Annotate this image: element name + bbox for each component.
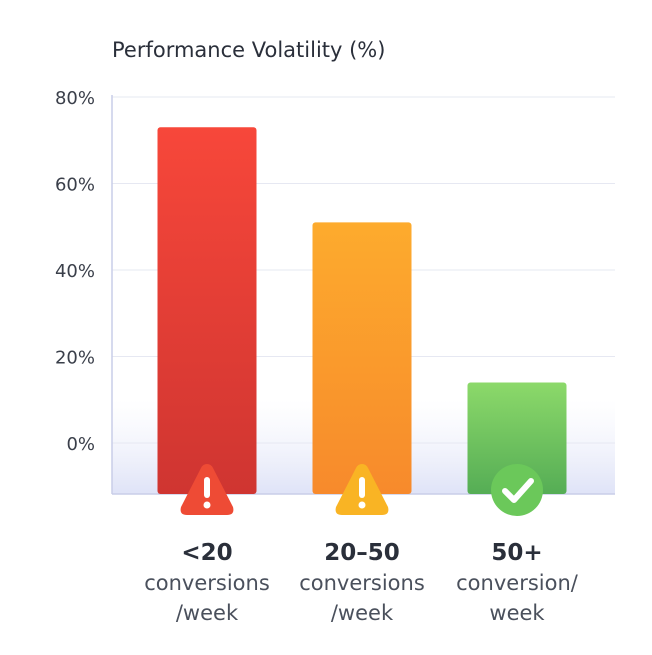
y-tick-label: 80%	[55, 88, 95, 109]
chart-title: Performance Volatility (%)	[112, 38, 386, 62]
bar	[157, 127, 257, 495]
category-unit: week	[489, 601, 545, 625]
y-tick-label: 40%	[55, 261, 95, 282]
category-unit: conversions	[144, 571, 270, 595]
x-tick-label: 20–50 conversions/week	[282, 538, 442, 628]
y-tick-label: 60%	[55, 175, 95, 196]
warning-icon	[180, 464, 234, 515]
warning-icon	[335, 464, 389, 515]
bar	[312, 222, 412, 495]
category-range: <20	[181, 540, 233, 566]
category-unit: /week	[175, 601, 239, 625]
category-range: 20–50	[324, 540, 400, 566]
bar	[467, 382, 567, 494]
category-unit: conversions	[299, 571, 425, 595]
category-unit: conversion/	[456, 571, 578, 595]
check-circle-icon	[491, 464, 543, 516]
y-tick-label: 0%	[66, 434, 95, 455]
category-range: 50+	[491, 540, 543, 566]
y-tick-label: 20%	[55, 348, 95, 369]
category-unit: /week	[330, 601, 394, 625]
x-tick-label: <20 conversions/week	[127, 538, 287, 628]
x-tick-label: 50+ conversion/week	[437, 538, 597, 628]
